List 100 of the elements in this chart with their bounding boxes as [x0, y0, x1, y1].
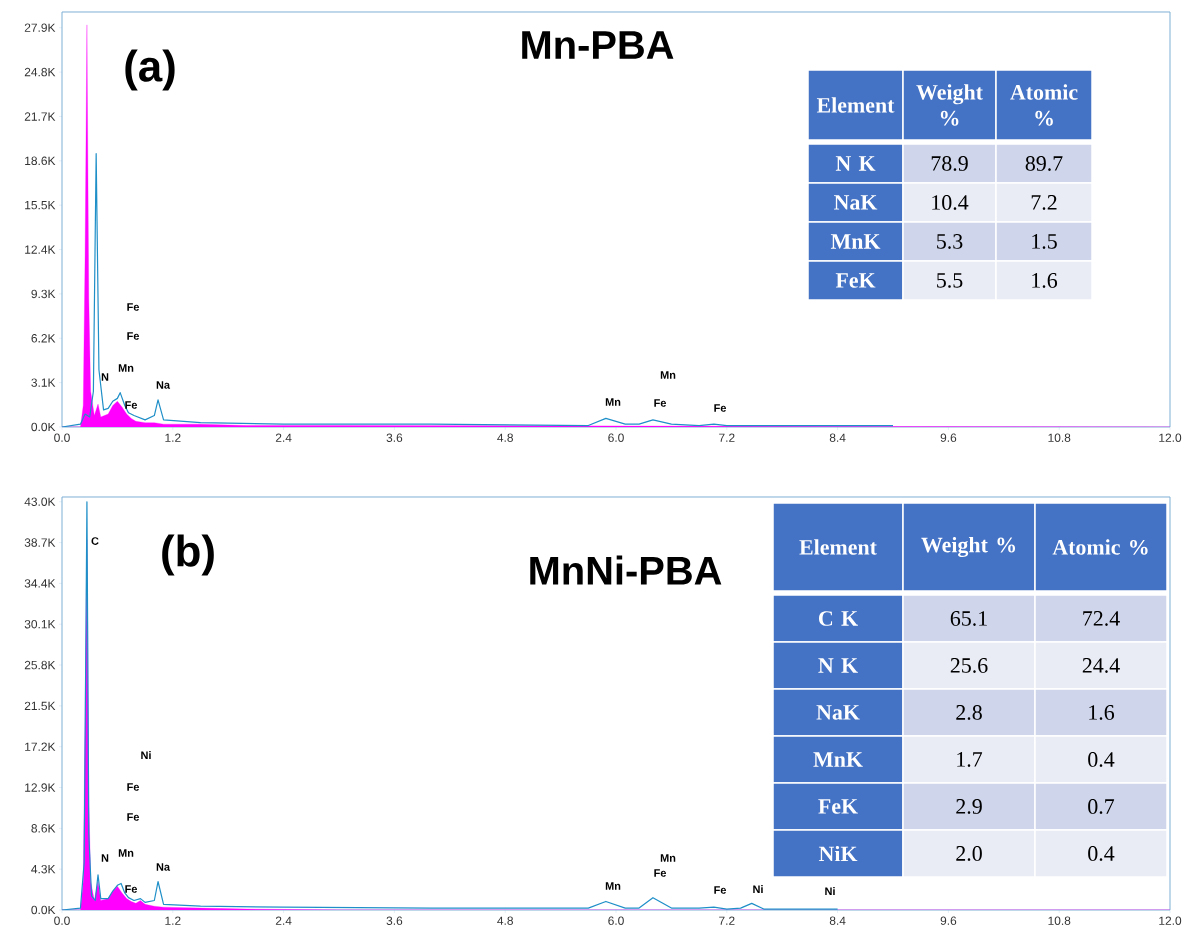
data-label: 0.4 — [1088, 846, 1115, 861]
y-tick-label: 6.2K — [31, 334, 56, 343]
category-label: N K — [818, 658, 858, 673]
x-tick-label: 4.8 — [497, 916, 513, 925]
legend-title: Element — [816, 97, 895, 113]
data-label: 1.5 — [1032, 234, 1057, 249]
y-tick-label: 34.4K — [24, 579, 56, 588]
x-tick-label: 7.2 — [719, 916, 735, 925]
y-tick-label: 8.6K — [31, 824, 56, 833]
x-tick-label: 4.8 — [497, 433, 513, 442]
x-tick-label: 0.0 — [54, 433, 70, 442]
x-tick-label: 8.4 — [829, 916, 846, 925]
category-label: NaK — [816, 705, 860, 720]
annotation: Fe — [125, 885, 138, 893]
x-tick-label: 10.8 — [1048, 433, 1071, 442]
category-label: C K — [819, 611, 858, 626]
y-tick-label: 12.4K — [25, 245, 56, 254]
y-tick-label: 30.1K — [24, 619, 56, 629]
y-tick-label: 24.8K — [24, 67, 56, 77]
y-tick-label: 21.5K — [24, 701, 56, 711]
annotation: C — [91, 537, 99, 545]
chart-title: Mn-PBA — [522, 31, 674, 59]
x-tick-label: 10.8 — [1048, 916, 1071, 925]
category-label: NiK — [818, 845, 858, 862]
x-tick-label: 6.0 — [608, 916, 624, 925]
data-label: 24.4 — [1082, 658, 1120, 673]
x-tick-label: 2.4 — [275, 433, 292, 442]
x-tick-label: 6.0 — [608, 433, 624, 442]
category-label: NaK — [834, 195, 878, 210]
legend-title: Element — [799, 539, 877, 555]
data-label: 89.7 — [1025, 156, 1063, 171]
annotation: Fe — [654, 399, 667, 407]
data-label: 10.4 — [932, 195, 969, 210]
annotation: Na — [156, 381, 171, 389]
category-label: MnK — [830, 234, 881, 249]
data-label: 0.4 — [1088, 752, 1115, 767]
x-tick-label: 7.2 — [719, 433, 735, 442]
category-label: N K — [835, 156, 876, 171]
data-label: 78.9 — [931, 156, 968, 171]
y-tick-label: 0.0K — [31, 905, 56, 915]
annotation: Ni — [753, 885, 763, 893]
annotation: Mn — [605, 398, 621, 406]
data-label: 5.3 — [937, 234, 963, 249]
annotation: Fe — [714, 886, 727, 894]
annotation: Fe — [127, 783, 140, 791]
annotation: Fe — [654, 869, 667, 877]
data-label: 0.7 — [1088, 799, 1115, 814]
series-label: Weight % — [916, 84, 983, 126]
x-tick-label: 1.2 — [165, 916, 181, 925]
y-tick-label: 4.3K — [31, 864, 56, 874]
y-tick-label: 0.0K — [31, 422, 56, 432]
series-label: Weight % — [921, 536, 1016, 558]
x-tick-label: 3.6 — [386, 916, 403, 925]
data-label: 65.1 — [950, 611, 987, 626]
data-label: 2.0 — [956, 846, 982, 861]
data-label: 1.6 — [1032, 273, 1058, 288]
x-tick-label: 9.6 — [940, 916, 957, 925]
annotation: (a) — [125, 49, 175, 91]
x-tick-label: 12.0 — [1159, 433, 1182, 442]
y-tick-label: 25.8K — [24, 660, 56, 670]
category-label: FeK — [818, 799, 858, 814]
x-tick-label: 8.4 — [829, 433, 846, 442]
y-tick-label: 15.5K — [25, 201, 56, 210]
line-series — [62, 153, 894, 427]
annotation: Ni — [141, 751, 151, 759]
annotation: Mn — [605, 882, 621, 890]
annotation: N — [101, 854, 109, 862]
annotation: Fe — [714, 404, 727, 412]
annotation: Mn — [660, 371, 676, 379]
category-label: MnK — [813, 752, 863, 767]
x-tick-label: 0.0 — [54, 916, 70, 925]
x-tick-label: 2.4 — [275, 916, 292, 925]
annotation: Ni — [825, 887, 835, 895]
annotation: Mn — [660, 854, 676, 862]
y-tick-label: 18.6K — [25, 156, 56, 166]
series-label: Atomic % — [1052, 539, 1148, 555]
data-label: 72.4 — [1083, 611, 1120, 626]
annotation: Fe — [127, 813, 140, 821]
annotation: Fe — [127, 332, 140, 340]
y-tick-label: 21.7K — [24, 112, 56, 121]
data-label: 2.9 — [956, 799, 982, 814]
x-tick-label: 12.0 — [1159, 916, 1182, 925]
y-tick-label: 43.0K — [24, 497, 56, 506]
data-label: 7.2 — [1031, 195, 1057, 210]
annotation: (b) — [162, 534, 214, 576]
x-tick-label: 1.2 — [165, 433, 181, 442]
category-label: FeK — [835, 273, 876, 288]
annotation: Fe — [125, 401, 138, 409]
y-tick-label: 27.9K — [24, 23, 56, 32]
y-tick-label: 3.1K — [31, 378, 56, 387]
y-tick-label: 12.9K — [25, 783, 56, 792]
data-label: 2.8 — [956, 705, 982, 720]
annotation: Na — [156, 863, 171, 871]
annotation: Mn — [118, 364, 134, 372]
annotation: Fe — [127, 303, 140, 311]
data-label: 25.6 — [950, 658, 988, 673]
series-label: Atomic % — [1010, 84, 1078, 126]
y-tick-label: 17.2K — [25, 742, 56, 751]
x-tick-label: 9.6 — [940, 433, 957, 442]
data-label: 1.6 — [1089, 705, 1115, 720]
